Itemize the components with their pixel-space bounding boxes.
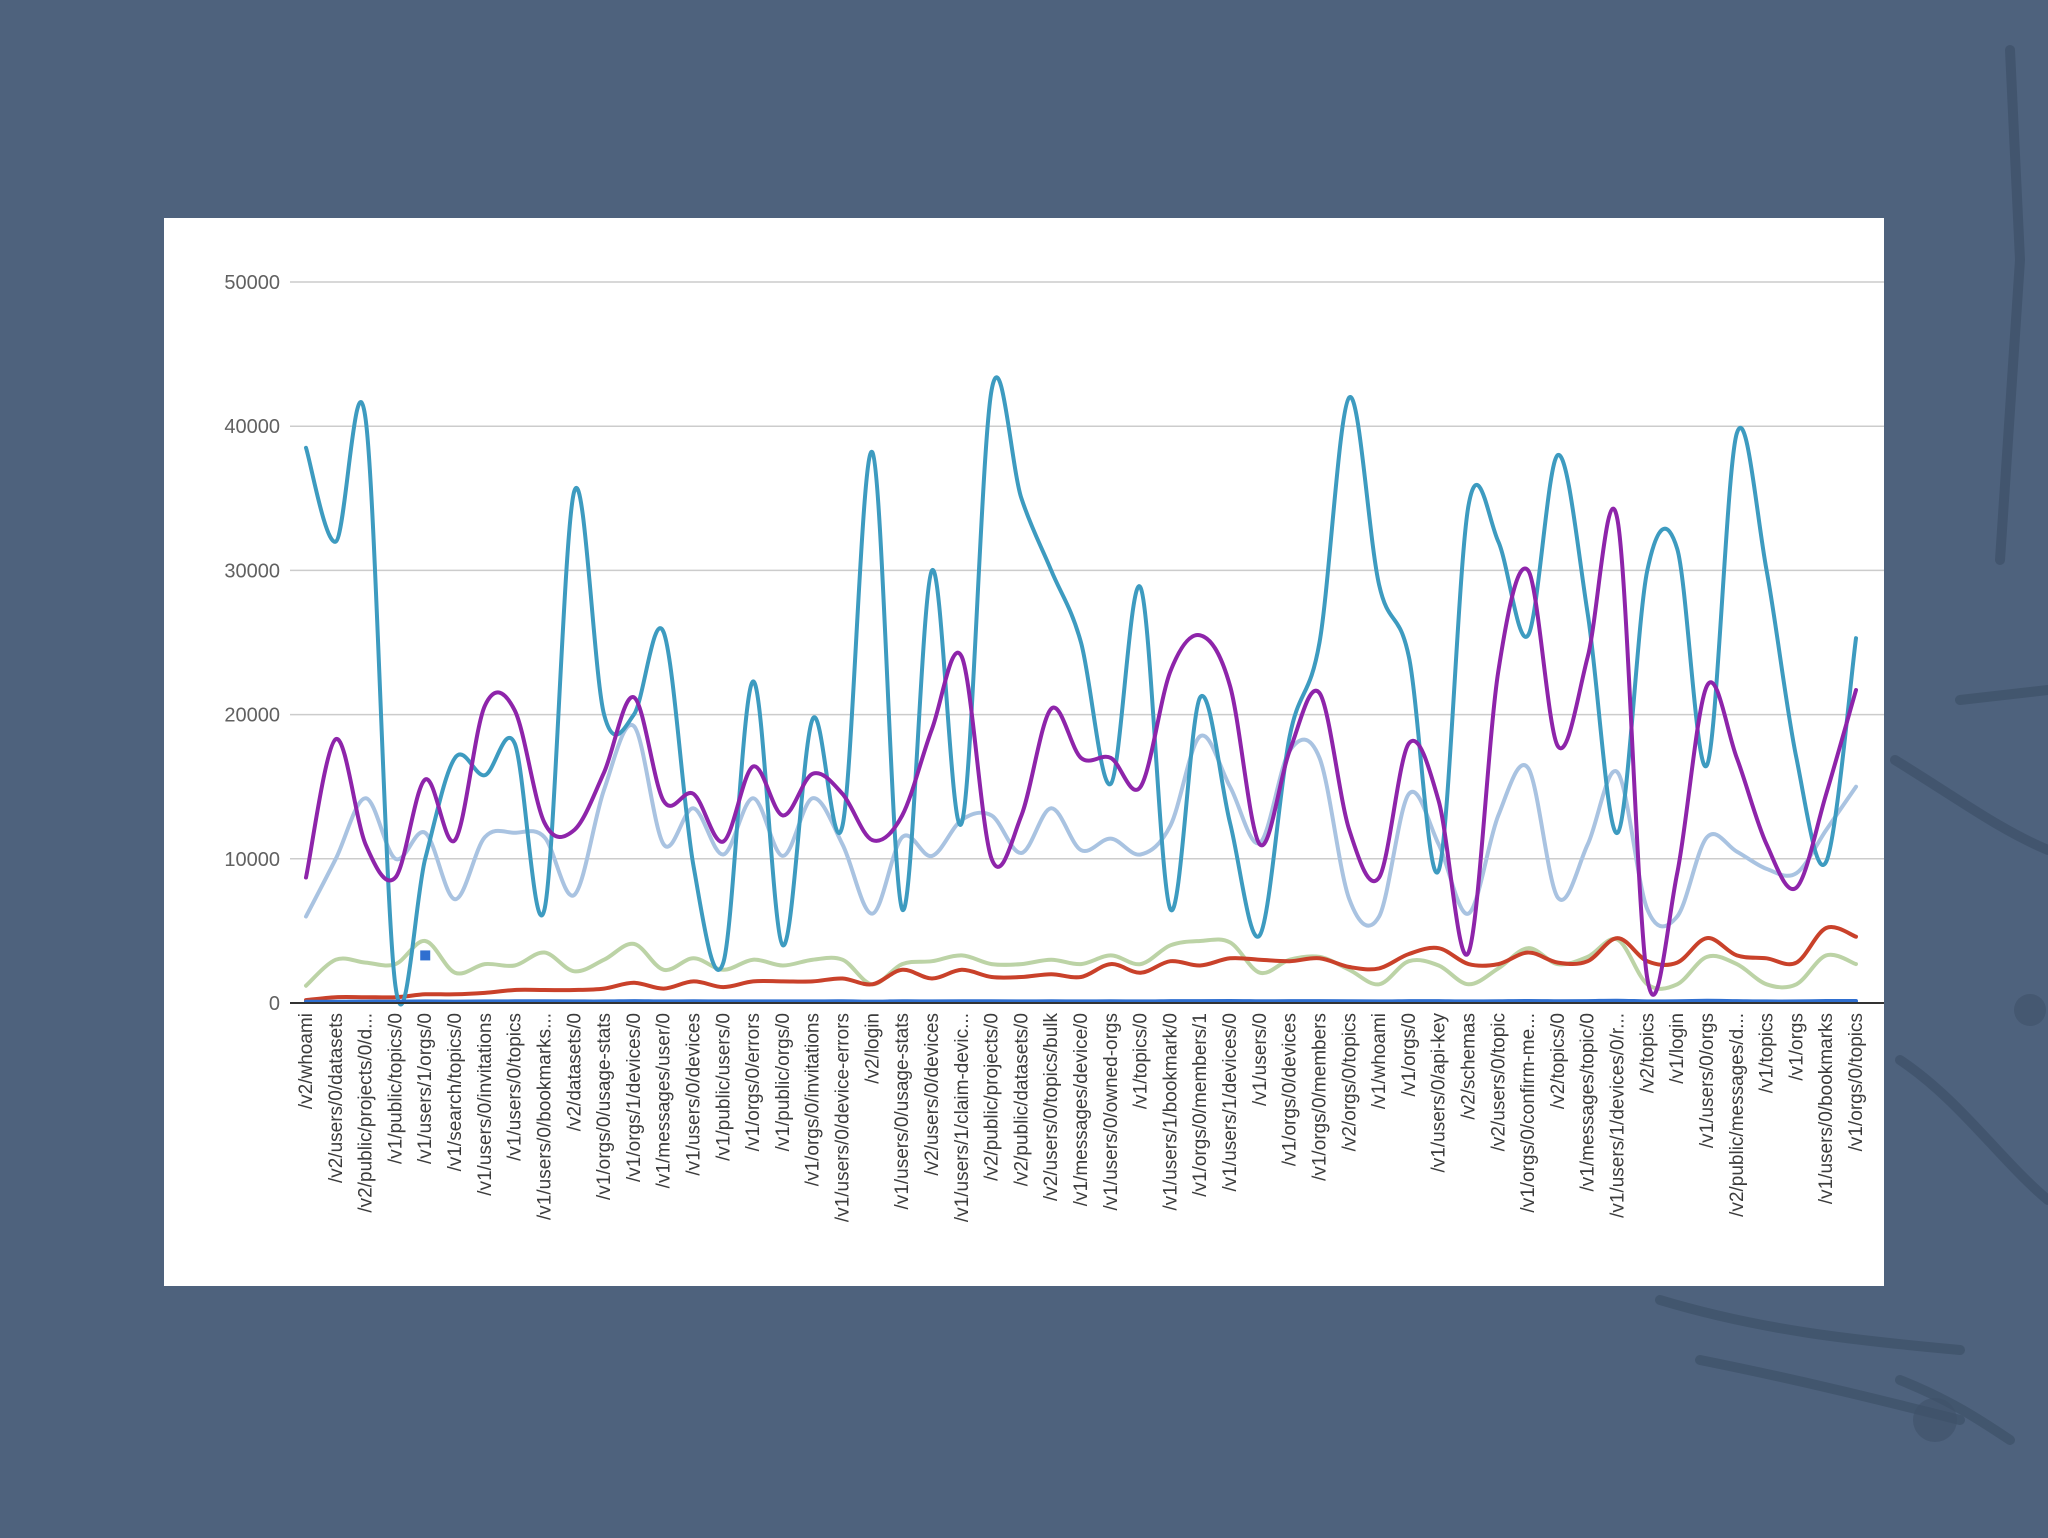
series-line-2[interactable] bbox=[306, 509, 1856, 995]
y-tick-label: 10000 bbox=[224, 849, 280, 871]
x-category-label: /v1/users/0/bookmarks... bbox=[534, 1013, 555, 1220]
x-category-label: /v1/users/1/devices/0/r... bbox=[1608, 1013, 1629, 1218]
x-category-label: /v2/public/projects/0/d... bbox=[356, 1013, 377, 1213]
x-category-label: /v1/users/1/devices/0 bbox=[1220, 1013, 1241, 1191]
x-category-label: /v2/users/0/devices bbox=[922, 1013, 943, 1176]
x-category-label: /v1/orgs bbox=[1786, 1013, 1807, 1081]
y-tick-label: 20000 bbox=[224, 705, 280, 727]
x-category-label: /v1/topics bbox=[1757, 1013, 1778, 1093]
series-lines bbox=[306, 377, 1856, 1004]
x-category-label: /v1/users/0/bookmarks bbox=[1816, 1013, 1837, 1204]
x-category-label: /v1/orgs/0/devices bbox=[1280, 1013, 1301, 1166]
x-category-label: /v2/login bbox=[862, 1013, 883, 1084]
x-category-label: /v2/users/0/datasets bbox=[326, 1013, 347, 1183]
x-category-label: /v2/users/0/topic bbox=[1488, 1013, 1509, 1151]
selected-point-marker[interactable] bbox=[420, 950, 430, 960]
x-category-label: /v1/users/1/orgs/0 bbox=[415, 1013, 436, 1164]
x-category-label: /v1/users/1/bookmark/0 bbox=[1160, 1013, 1181, 1210]
x-category-label: /v1/users/0 bbox=[1250, 1013, 1271, 1106]
annotations bbox=[420, 950, 430, 960]
x-category-label: /v1/users/1/claim-devic... bbox=[952, 1013, 973, 1222]
x-category-label: /v1/users/0/invitations bbox=[475, 1013, 496, 1196]
x-category-label: /v2/orgs/0/topics bbox=[1339, 1013, 1360, 1151]
x-category-label: /v1/orgs/0/members bbox=[1309, 1013, 1330, 1181]
x-category-label: /v1/orgs/0/members/1 bbox=[1190, 1013, 1211, 1197]
x-category-label: /v1/public/users/0 bbox=[713, 1013, 734, 1161]
x-category-label: /v1/orgs/0/topics bbox=[1846, 1013, 1867, 1151]
x-category-label: /v1/users/0/usage-stats bbox=[892, 1013, 913, 1209]
x-category-label: /v1/users/0/topics bbox=[505, 1013, 526, 1161]
y-tick-label: 30000 bbox=[224, 560, 280, 582]
x-category-label: /v1/login bbox=[1667, 1013, 1688, 1084]
x-category-label: /v1/users/0/devices bbox=[684, 1013, 705, 1176]
x-category-label: /v2/public/datasets/0 bbox=[1011, 1013, 1032, 1186]
x-category-label: /v1/users/0/device-errors bbox=[833, 1013, 854, 1222]
x-category-label: /v1/orgs/1/devices/0 bbox=[624, 1013, 645, 1182]
x-category-label: /v1/messages/user/0 bbox=[654, 1013, 675, 1188]
x-category-label: /v1/messages/device/0 bbox=[1071, 1013, 1092, 1206]
x-category-label: /v1/users/0/owned-orgs bbox=[1101, 1013, 1122, 1211]
x-category-label: /v1/orgs/0/invitations bbox=[803, 1013, 824, 1186]
x-category-label: /v1/users/0/orgs bbox=[1697, 1013, 1718, 1148]
chart-card: 0 10000 20000 30000 40000 50000 /v2/whoami/v2… bbox=[164, 218, 1884, 1286]
x-category-label: /v1/orgs/0/errors bbox=[743, 1013, 764, 1151]
x-category-label: /v2/public/projects/0 bbox=[982, 1013, 1003, 1181]
x-category-label: /v1/search/topics/0 bbox=[445, 1013, 466, 1171]
x-category-label: /v1/topics/0 bbox=[1131, 1013, 1152, 1109]
x-category-label: /v1/orgs/0 bbox=[1399, 1013, 1420, 1096]
series-line-6[interactable] bbox=[306, 1001, 1856, 1002]
x-category-label: /v1/users/0/api-key bbox=[1429, 1013, 1450, 1173]
y-axis-tick-labels: 0 10000 20000 30000 40000 50000 bbox=[224, 272, 280, 1015]
x-category-label: /v1/messages/topic/0 bbox=[1578, 1013, 1599, 1191]
x-category-label: /v2/topics bbox=[1637, 1013, 1658, 1093]
x-category-label: /v2/users/0/topics/bulk bbox=[1041, 1013, 1062, 1201]
x-axis-category-labels: /v2/whoami/v2/users/0/datasets/v2/public… bbox=[296, 1013, 1867, 1223]
x-category-label: /v1/orgs/0/usage-stats bbox=[594, 1013, 615, 1200]
y-tick-label: 40000 bbox=[224, 416, 280, 438]
line-chart: 0 10000 20000 30000 40000 50000 /v2/whoami/v2… bbox=[164, 218, 1884, 1286]
x-category-label: /v1/orgs/0/confirm-me... bbox=[1518, 1013, 1539, 1213]
x-category-label: /v2/public/messages/d... bbox=[1727, 1013, 1748, 1217]
x-category-label: /v1/public/topics/0 bbox=[385, 1013, 406, 1164]
x-category-label: /v1/public/orgs/0 bbox=[773, 1013, 794, 1151]
y-tick-label: 0 bbox=[269, 993, 280, 1015]
x-category-label: /v2/datasets/0 bbox=[564, 1013, 585, 1131]
x-category-label: /v2/topics/0 bbox=[1548, 1013, 1569, 1109]
x-category-label: /v2/schemas bbox=[1459, 1013, 1480, 1120]
series-line-1[interactable] bbox=[306, 377, 1856, 1004]
y-tick-label: 50000 bbox=[224, 272, 280, 294]
x-category-label: /v1/whoami bbox=[1369, 1013, 1390, 1109]
series-line-4[interactable] bbox=[306, 939, 1856, 989]
x-category-label: /v2/whoami bbox=[296, 1013, 317, 1109]
